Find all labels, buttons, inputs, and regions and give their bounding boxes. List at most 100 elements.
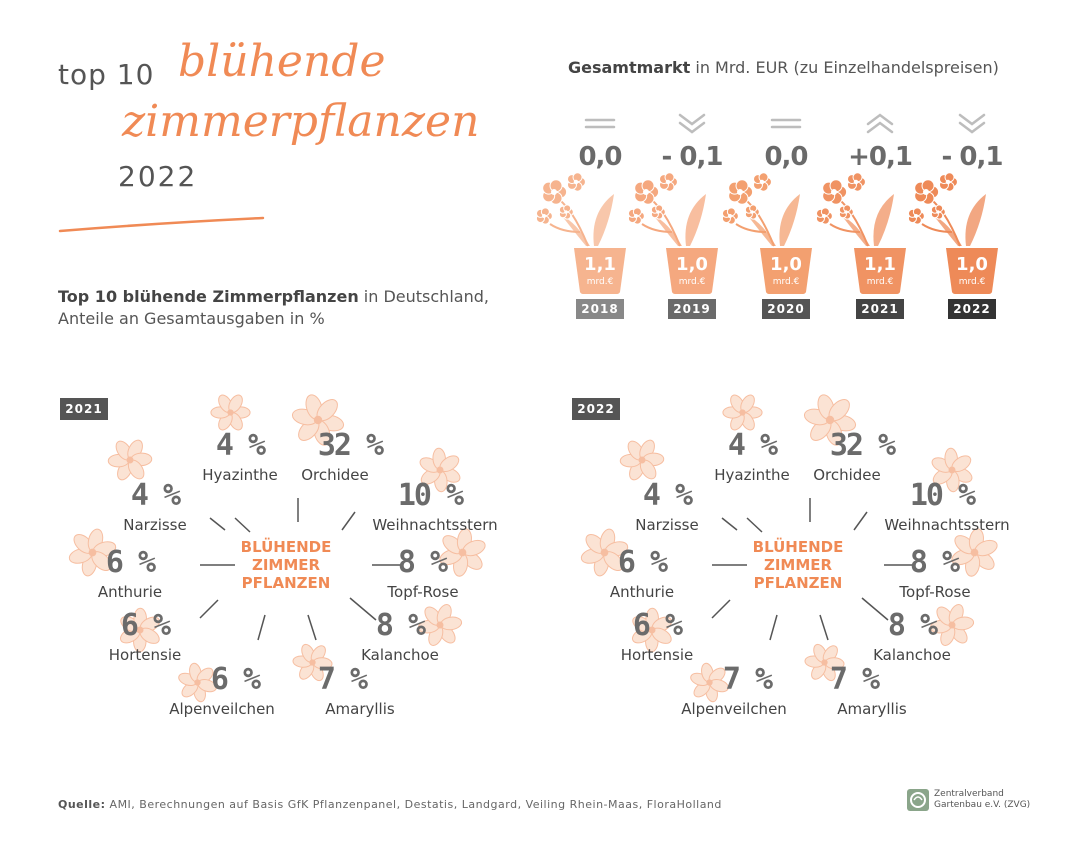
- market-unit: mrd.€: [678, 277, 706, 287]
- spoke-line: [234, 517, 251, 533]
- trend-up-icon: [866, 113, 894, 134]
- spoke-line: [209, 517, 226, 531]
- share-value: 6 %: [632, 608, 683, 643]
- logo-line2: Gartenbau e.V. (ZVG): [934, 800, 1031, 810]
- share-value: 4 %: [215, 428, 266, 463]
- plant-name: Orchidee: [301, 466, 369, 484]
- flower-alpenveilchen-icon: [178, 662, 217, 703]
- flower-anthurie-icon: [68, 528, 117, 577]
- plant-name: Narzisse: [635, 516, 699, 534]
- subtitle-rest: in Deutschland,: [358, 287, 489, 306]
- year-badge: 2021: [856, 299, 904, 319]
- pot-shape: [760, 248, 812, 294]
- panel-graphic: [68, 394, 486, 703]
- spoke-line: [721, 517, 738, 531]
- plant-name: Amaryllis: [837, 700, 907, 718]
- logo-line1: Zentralverband: [934, 789, 1004, 799]
- share-value: 4 %: [642, 478, 693, 513]
- plant-name: Topf-Rose: [387, 583, 459, 601]
- flower-kalanchoe-icon: [929, 604, 975, 646]
- pot: 1,0 mrd.€: [944, 246, 1000, 294]
- source-text: AMI, Berechnungen auf Basis GfK Pflanzen…: [105, 798, 722, 811]
- spoke-line: [199, 599, 219, 619]
- plant-name: Hortensie: [108, 646, 182, 664]
- source-note: Quelle: AMI, Berechnungen auf Basis GfK …: [58, 798, 722, 811]
- center-label-line: PFLANZEN: [753, 574, 843, 592]
- plant-name: Hortensie: [620, 646, 694, 664]
- share-value: 6 %: [210, 662, 261, 697]
- subtitle: Top 10 blühende Zimmerpflanzen in Deutsc…: [58, 286, 489, 330]
- share-value: 4 %: [727, 428, 778, 463]
- flower-kalanchoe-icon: [417, 604, 463, 646]
- share-value: 8 %: [375, 608, 426, 643]
- pot-shape: [854, 248, 906, 294]
- share-value: 10 %: [397, 478, 464, 513]
- subtitle-bold: Top 10 blühende Zimmerpflanzen: [58, 287, 359, 306]
- share-value: 32 %: [317, 428, 384, 463]
- title-script-line2: zimmerpflanzen: [122, 96, 480, 147]
- flower-topf-rose-icon: [951, 528, 998, 577]
- pot-shape: [574, 248, 626, 294]
- flower-amaryllis-icon: [292, 643, 333, 682]
- flower-hyazinthe-icon: [210, 394, 251, 431]
- year-badge: 2019: [668, 299, 716, 319]
- plant-name: Anthurie: [97, 583, 163, 601]
- share-value: 8 %: [397, 545, 448, 580]
- spoke-line: [861, 597, 889, 621]
- year-badge: 2018: [576, 299, 624, 319]
- market-change: 0,0: [764, 142, 808, 172]
- market-unit: mrd.€: [866, 277, 894, 287]
- spoke-line: [341, 511, 356, 531]
- market-value: 1,0: [956, 254, 988, 275]
- flower-hyazinthe-icon: [722, 394, 763, 431]
- market-unit: mrd.€: [772, 277, 800, 287]
- year-badge: 2020: [762, 299, 810, 319]
- title-script-line1: blühende: [178, 36, 386, 87]
- flower-weihnachtsstern-icon: [419, 447, 461, 493]
- plant-flowers-icon: [627, 172, 706, 247]
- plant-flowers-icon: [721, 172, 800, 247]
- flower-orchidee-icon: [803, 394, 857, 446]
- plant-flowers-icon: [535, 172, 614, 247]
- plant-flowers-icon: [815, 172, 894, 247]
- panel-graphic: [580, 394, 998, 703]
- panel-2022: 2022 BLÜHENDE ZIMMER PFLANZEN 4 % Hyazinthe 32…: [572, 390, 1032, 770]
- market-change: 0,0: [578, 142, 622, 172]
- market-title: Gesamtmarkt in Mrd. EUR (zu Einzelhandel…: [568, 58, 999, 77]
- market-value: 1,0: [676, 254, 708, 275]
- flower-anthurie-icon: [580, 528, 629, 577]
- market-change: +0,1: [848, 142, 913, 172]
- spoke-line: [257, 614, 266, 641]
- spoke-line: [769, 614, 778, 641]
- market-unit: mrd.€: [958, 277, 986, 287]
- title-year: 2022: [118, 160, 198, 193]
- spoke-line: [711, 599, 731, 619]
- share-value: 10 %: [909, 478, 976, 513]
- center-label-line: ZIMMER: [763, 556, 833, 574]
- trend-equal-icon: [770, 118, 802, 129]
- plant-name: Anthurie: [609, 583, 675, 601]
- share-value: 8 %: [909, 545, 960, 580]
- flower-narzisse-icon: [619, 439, 665, 481]
- share-value: 7 %: [317, 662, 368, 697]
- plant-name: Topf-Rose: [899, 583, 971, 601]
- subtitle-line2: Anteile an Gesamtausgaben in %: [58, 309, 325, 328]
- pot-shape: [946, 248, 998, 294]
- pot: 1,1 mrd.€: [852, 246, 908, 294]
- trend-equal-icon: [584, 118, 616, 129]
- spoke-line: [307, 614, 317, 641]
- source-label: Quelle:: [58, 798, 106, 811]
- plant-name: Hyazinthe: [202, 466, 278, 484]
- market-unit: mrd.€: [586, 277, 614, 287]
- title-underline: [58, 216, 265, 233]
- panel-2021: 2021 BLÜHENDE ZIMMER PFLANZEN 4 % Hyazinthe 32…: [60, 390, 520, 770]
- pot-shape: [666, 248, 718, 294]
- flower-orchidee-icon: [291, 394, 345, 446]
- share-value: 6 %: [617, 545, 668, 580]
- market-value: 1,1: [584, 254, 616, 275]
- share-value: 7 %: [722, 662, 773, 697]
- flower-topf-rose-icon: [439, 528, 486, 577]
- market-value: 1,1: [864, 254, 896, 275]
- share-value: 6 %: [105, 545, 156, 580]
- market-change: - 0,1: [661, 142, 724, 172]
